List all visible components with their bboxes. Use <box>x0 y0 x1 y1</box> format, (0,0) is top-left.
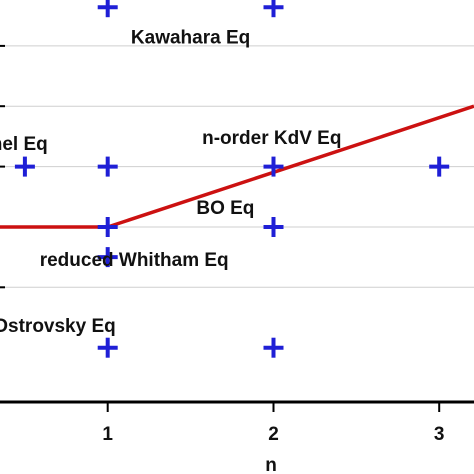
markers-group <box>14 0 450 358</box>
plus-marker-3 <box>97 156 118 177</box>
plus-marker-0 <box>97 0 118 18</box>
x-axis-label: n <box>265 455 277 474</box>
plus-marker-10 <box>263 337 284 358</box>
plus-marker-4 <box>263 156 284 177</box>
annotation-label-2: n-order KdV Eq <box>202 128 341 149</box>
plus-marker-1 <box>263 0 284 18</box>
plus-marker-9 <box>97 337 118 358</box>
x-tick-label-2: 3 <box>434 424 445 445</box>
plus-marker-5 <box>429 156 450 177</box>
annotation-label-5: reduced Ostrovsky Eq <box>0 316 116 337</box>
annotation-label-3: BO Eq <box>196 198 254 219</box>
plus-marker-7 <box>263 217 284 237</box>
plus-marker-6 <box>97 217 118 237</box>
x-axis-ticks: 1 2 3 <box>102 402 444 445</box>
plus-marker-2 <box>14 156 35 177</box>
annotation-label-4: reduced Whitham Eq <box>40 250 229 271</box>
x-tick-label-0: 1 <box>102 424 113 445</box>
annotations-group: Kawahara Eq mel Eq n-order KdV Eq BO Eq redu… <box>0 28 341 338</box>
plus-marker-8 <box>97 247 118 268</box>
annotation-label-1: mel Eq <box>0 134 48 155</box>
x-tick-label-1: 2 <box>268 424 279 445</box>
annotation-label-0: Kawahara Eq <box>131 28 250 49</box>
